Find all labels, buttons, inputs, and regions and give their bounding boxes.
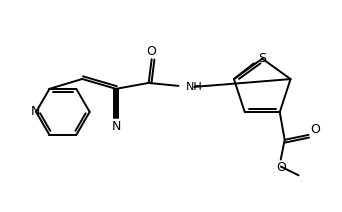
Text: NH: NH (186, 82, 203, 92)
Text: O: O (276, 161, 286, 174)
Text: N: N (30, 105, 40, 119)
Text: O: O (147, 45, 157, 58)
Text: S: S (258, 52, 266, 65)
Text: O: O (311, 123, 320, 137)
Text: N: N (111, 120, 121, 133)
